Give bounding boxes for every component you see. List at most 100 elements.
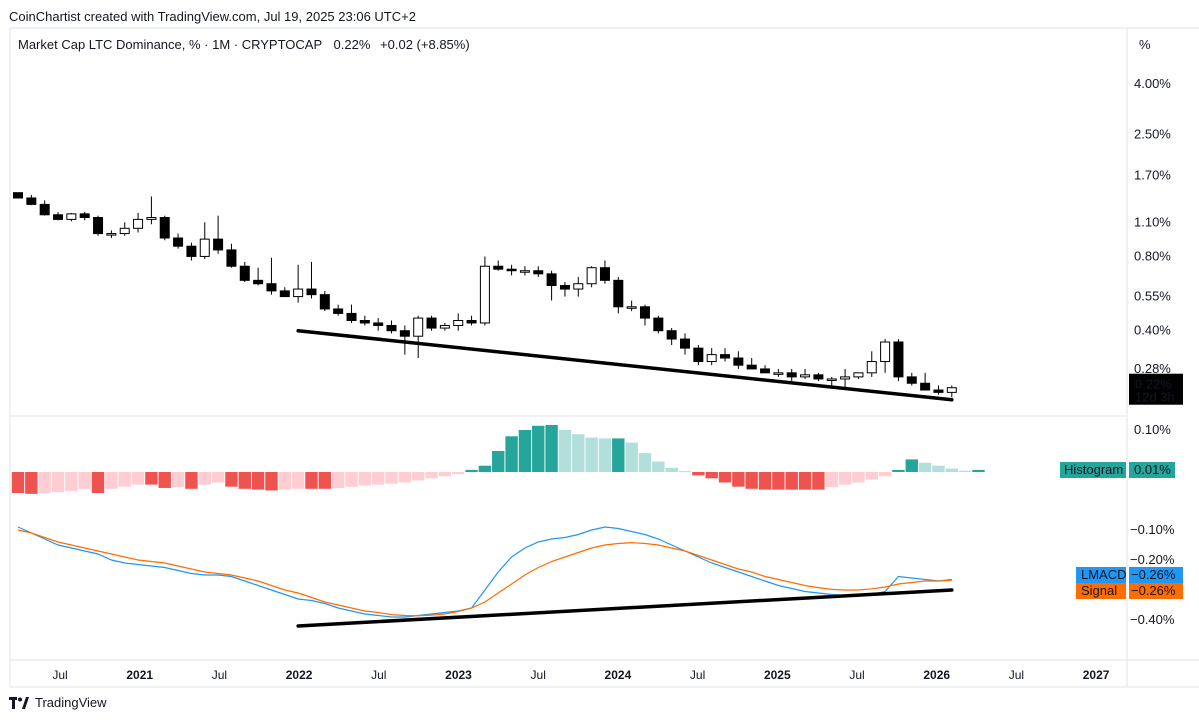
candle bbox=[333, 304, 344, 316]
time-axis: Jul 2021 Jul 2022 Jul 2023 Jul 2024 Jul 2025 Jul 20… bbox=[52, 668, 1109, 682]
histogram-bar bbox=[278, 472, 291, 490]
histogram-bar bbox=[625, 442, 638, 472]
candle bbox=[813, 372, 824, 382]
signal-line-name-badge bbox=[1076, 583, 1126, 599]
footer-brand-label: TradingView bbox=[35, 695, 107, 710]
candle bbox=[853, 372, 864, 379]
time-tick-label: Jul bbox=[52, 668, 67, 682]
candle bbox=[506, 264, 517, 276]
histogram-bar bbox=[945, 468, 958, 472]
macd-tick-label: −0.10% bbox=[1130, 522, 1175, 537]
histogram-bar bbox=[972, 469, 985, 472]
histogram-bar bbox=[385, 472, 398, 484]
candle bbox=[493, 260, 504, 271]
histogram-bar bbox=[78, 472, 91, 489]
histogram-bar bbox=[532, 425, 545, 472]
time-tick-label: 2027 bbox=[1083, 668, 1110, 682]
last-price-label: 0.22% bbox=[1135, 377, 1172, 392]
histogram-bar bbox=[91, 472, 105, 493]
histogram-bar bbox=[732, 472, 745, 487]
candle bbox=[773, 368, 784, 377]
histogram-bar bbox=[371, 472, 385, 485]
price-tick-label: 0.80% bbox=[1134, 248, 1171, 263]
histogram-bar bbox=[598, 438, 612, 472]
time-tick-label: Jul bbox=[371, 668, 386, 682]
candle bbox=[359, 315, 370, 326]
histogram-name-label: Histogram bbox=[1064, 462, 1123, 477]
histogram-bar bbox=[438, 472, 452, 477]
tradingview-logo-icon bbox=[9, 696, 29, 709]
candle bbox=[159, 215, 170, 241]
candle bbox=[239, 261, 250, 283]
candle bbox=[13, 192, 23, 199]
last-price-badge bbox=[1129, 373, 1183, 405]
histogram-bar bbox=[478, 465, 492, 472]
time-tick-label: Jul bbox=[531, 668, 546, 682]
candle bbox=[93, 215, 104, 236]
candle bbox=[213, 215, 224, 254]
candle bbox=[319, 290, 330, 312]
candle bbox=[720, 348, 731, 362]
candle bbox=[706, 348, 717, 366]
candle bbox=[893, 339, 904, 382]
candle bbox=[133, 212, 144, 233]
countdown-label: 12d 3h bbox=[1135, 390, 1175, 405]
histogram-bar bbox=[852, 472, 865, 483]
histogram-bar bbox=[412, 472, 425, 481]
symbol-legend[interactable]: Market Cap LTC Dominance, % · 1M · CRYPT… bbox=[18, 37, 470, 52]
histogram-tick-label: 0.10% bbox=[1134, 422, 1171, 437]
time-tick-label: 2023 bbox=[445, 668, 472, 682]
histogram-bar bbox=[745, 472, 758, 489]
candle bbox=[586, 266, 597, 288]
candle bbox=[666, 328, 677, 346]
histogram-bar bbox=[358, 472, 372, 486]
histogram-bar bbox=[492, 451, 505, 472]
candle bbox=[533, 266, 544, 278]
signal-line-value-label: −0.26% bbox=[1131, 583, 1176, 598]
histogram-bar bbox=[865, 472, 878, 480]
histogram-bar bbox=[892, 469, 905, 472]
histogram-bar bbox=[145, 472, 158, 485]
histogram-bar bbox=[505, 436, 518, 472]
time-tick-label: Jul bbox=[1009, 668, 1024, 682]
candle bbox=[746, 358, 757, 370]
legend-change: +0.02 (+8.85%) bbox=[380, 37, 470, 52]
histogram-bar bbox=[772, 472, 785, 490]
price-trendline[interactable] bbox=[296, 328, 954, 402]
histogram-bar bbox=[958, 470, 972, 472]
candle bbox=[479, 256, 490, 326]
histogram-bar bbox=[785, 472, 798, 490]
histogram-bar bbox=[105, 472, 118, 489]
price-scale-unit[interactable]: % bbox=[1139, 37, 1151, 52]
candle bbox=[933, 385, 944, 395]
candle bbox=[599, 260, 610, 284]
candle bbox=[466, 315, 477, 326]
histogram-bar bbox=[612, 438, 625, 472]
candle bbox=[386, 320, 397, 334]
candle bbox=[26, 194, 37, 206]
candle bbox=[53, 212, 64, 221]
macd-trendline[interactable] bbox=[296, 588, 954, 628]
candle bbox=[639, 304, 650, 326]
histogram-bar bbox=[518, 430, 532, 472]
candle bbox=[373, 318, 384, 331]
histogram-bar bbox=[825, 472, 838, 488]
histogram-bar bbox=[225, 472, 238, 487]
price-tick-label: 0.55% bbox=[1134, 289, 1171, 304]
macd-line bbox=[17, 526, 952, 618]
candle bbox=[519, 266, 530, 276]
histogram-bar bbox=[25, 472, 38, 494]
candle bbox=[226, 243, 237, 268]
macd-line-value-badge bbox=[1129, 567, 1183, 583]
price-tick-label: 0.28% bbox=[1134, 361, 1171, 376]
histogram-bar bbox=[158, 472, 171, 488]
price-tick-label: 4.00% bbox=[1134, 76, 1171, 91]
candle bbox=[733, 351, 744, 369]
histogram-bar bbox=[185, 472, 198, 489]
histogram-bar bbox=[198, 472, 211, 485]
candle bbox=[760, 365, 771, 374]
time-tick-label: 2024 bbox=[605, 668, 632, 682]
footer-brand: TradingView bbox=[9, 695, 107, 710]
histogram-bar bbox=[638, 453, 652, 472]
